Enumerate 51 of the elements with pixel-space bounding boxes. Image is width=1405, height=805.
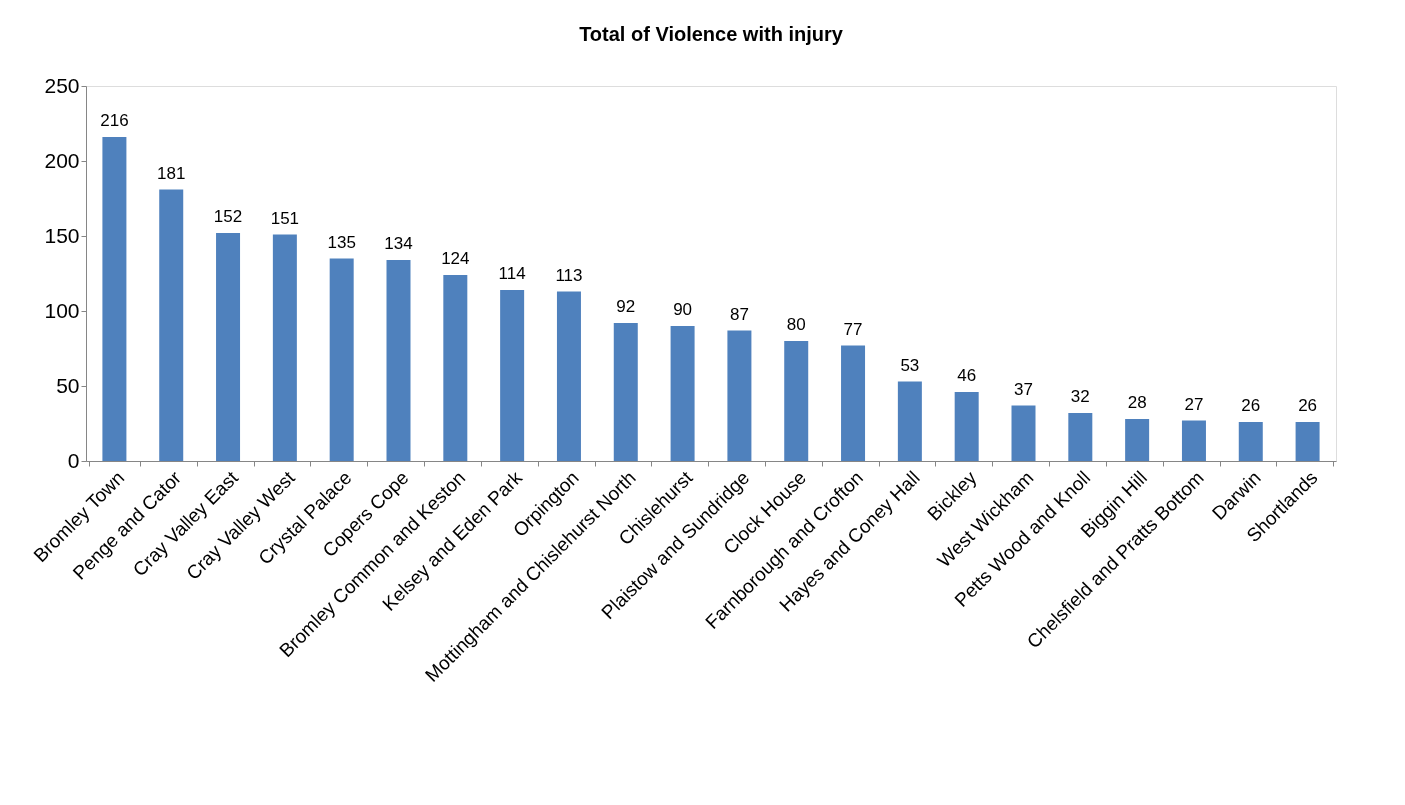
data-label: 46 bbox=[957, 366, 977, 385]
data-label: 134 bbox=[384, 234, 413, 253]
bar bbox=[386, 260, 411, 461]
bar bbox=[443, 275, 468, 461]
data-label: 53 bbox=[900, 355, 920, 375]
data-label: 37 bbox=[1014, 379, 1033, 399]
bar bbox=[216, 233, 241, 461]
bar bbox=[613, 323, 638, 461]
bar bbox=[1125, 419, 1150, 461]
bar bbox=[272, 234, 297, 461]
bar bbox=[784, 341, 809, 461]
data-label: 151 bbox=[270, 208, 300, 228]
bar bbox=[1238, 422, 1263, 461]
bar bbox=[727, 330, 752, 461]
data-label: 77 bbox=[843, 319, 863, 339]
y-tick-label: 150 bbox=[44, 223, 80, 247]
bar bbox=[102, 137, 127, 461]
y-tick-label: 250 bbox=[44, 73, 80, 97]
bar bbox=[1011, 405, 1036, 461]
bar bbox=[897, 381, 922, 461]
y-tick-label: 0 bbox=[67, 448, 80, 472]
data-label: 26 bbox=[1241, 396, 1261, 415]
y-tick-label: 100 bbox=[44, 298, 80, 322]
data-label: 26 bbox=[1298, 396, 1318, 415]
data-label: 181 bbox=[157, 163, 186, 183]
data-label: 152 bbox=[213, 207, 243, 226]
data-label: 92 bbox=[616, 297, 636, 316]
data-label: 124 bbox=[441, 249, 470, 268]
data-label: 32 bbox=[1070, 387, 1090, 406]
bar bbox=[954, 392, 979, 461]
bar bbox=[1068, 413, 1093, 461]
data-label: 90 bbox=[673, 300, 693, 319]
data-label: 114 bbox=[498, 264, 526, 283]
data-label: 28 bbox=[1127, 393, 1147, 412]
bar bbox=[329, 258, 354, 461]
data-label: 27 bbox=[1184, 394, 1204, 414]
data-label: 135 bbox=[327, 232, 356, 252]
bar bbox=[556, 291, 581, 461]
bar bbox=[670, 326, 695, 461]
bar bbox=[1295, 422, 1320, 461]
y-tick-label: 50 bbox=[56, 373, 80, 397]
chart-title: Total of Violence with injury bbox=[579, 23, 844, 45]
bar bbox=[841, 345, 866, 461]
data-label: 216 bbox=[100, 111, 129, 130]
bar bbox=[1181, 420, 1206, 461]
data-label: 80 bbox=[786, 315, 806, 334]
data-label: 113 bbox=[555, 265, 583, 285]
y-tick-label: 200 bbox=[44, 148, 80, 172]
bar bbox=[159, 189, 184, 461]
bar bbox=[500, 290, 525, 461]
data-label: 87 bbox=[729, 304, 749, 324]
